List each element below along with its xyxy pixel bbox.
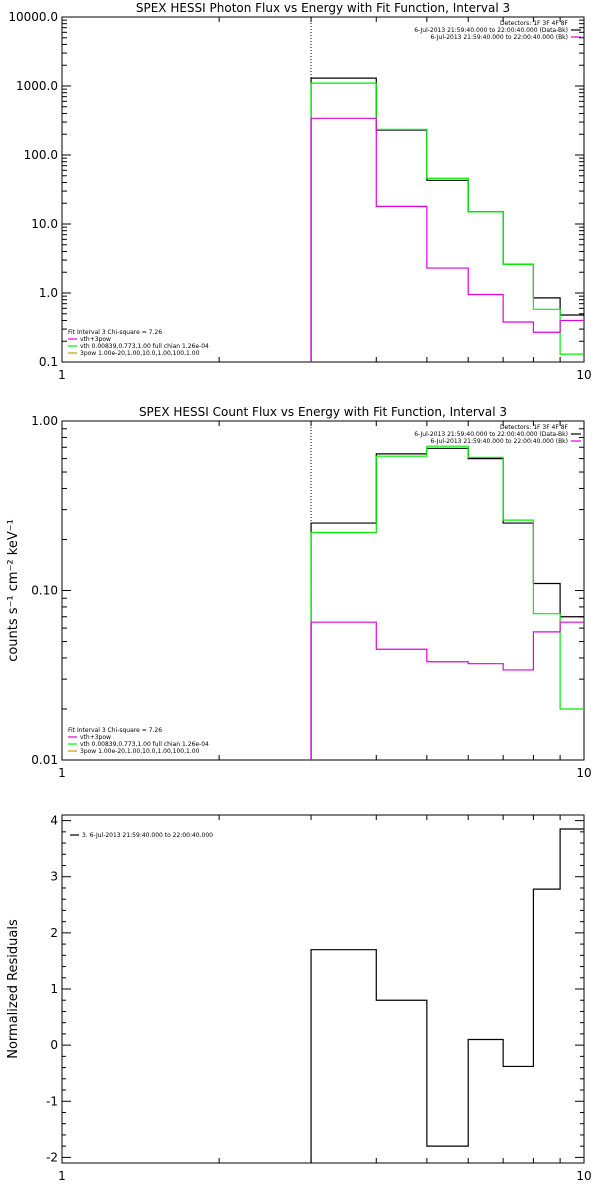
legend-text: Detectors: 1F 3F 4F 8F (500, 20, 569, 27)
series-green-step (310, 82, 584, 362)
y-tick-label: 10000.0 (8, 10, 58, 24)
y-tick-label: 1.00 (31, 414, 58, 428)
y-axis-label: Normalized Residuals (6, 919, 21, 1059)
series-black-step (310, 447, 584, 760)
chart-panel-1: SPEX HESSI Photon Flux vs Energy with Fi… (8, 1, 591, 382)
legend-top-right: Detectors: 1F 3F 4F 8F6-Jul-2013 21:59:4… (414, 424, 581, 445)
y-tick-label: 0.1 (39, 355, 58, 369)
legend-text: 3pow 1.00e-20,1.00,10.0,1.00,100,1.00 (80, 350, 200, 357)
plot-frame (61, 814, 585, 1164)
y-tick-label: 0.01 (31, 753, 58, 767)
legend-text: vth 0.00839,0.773,1.00 full chian 1.26e-… (80, 343, 209, 350)
x-tick-label: 1 (58, 1169, 66, 1183)
y-tick-label: 100.0 (24, 148, 58, 162)
series-magenta-step (310, 117, 584, 362)
series-black-step (310, 77, 584, 362)
x-tick-label: 10 (576, 368, 591, 382)
y-tick-label: 3 (50, 870, 58, 884)
y-tick-label: 0.10 (31, 584, 58, 598)
legend-text: 3. 6-Jul-2013 21:59:40.000 to 22:00:40.0… (82, 832, 213, 839)
y-tick-label: 2 (50, 926, 58, 940)
legend-text: Fit Interval 3 Chi-square = 7.26 (68, 727, 162, 734)
legend-text: 6-Jul-2013 21:59:40.000 to 22:00:40.000 … (414, 27, 568, 34)
chart-panel-3: 1 10 -2 -1 0 1 2 3 4 Normalized Residuals 3. 6-Jul… (6, 814, 592, 1183)
chart-title: SPEX HESSI Count Flux vs Energy with Fit… (139, 405, 507, 419)
y-tick-label: 10.0 (31, 217, 58, 231)
x-tick-label: 10 (576, 1169, 591, 1183)
y-tick-label: -2 (46, 1150, 58, 1164)
y-axis-label: counts s⁻¹ cm⁻² keV⁻¹ (6, 519, 21, 662)
legend-text: vth+3pow (80, 734, 111, 741)
y-tick-label: 4 (50, 814, 58, 828)
legend-bottom-left: Fit Interval 3 Chi-square = 7.26vth+3pow… (68, 727, 209, 755)
legend-text: 6-Jul-2013 21:59:40.000 to 22:00:40.000 … (430, 438, 568, 445)
series-magenta-step (310, 621, 584, 760)
plot-frame (61, 420, 585, 761)
series-green-step (310, 445, 584, 760)
chart-title: SPEX HESSI Photon Flux vs Energy with Fi… (136, 1, 510, 15)
legend-text: 3pow 1.00e-20,1.00,10.0,1.00,100,1.00 (80, 748, 200, 755)
legend-text: vth 0.00839,0.773,1.00 full chian 1.26e-… (80, 741, 209, 748)
y-tick-label: -1 (46, 1094, 58, 1108)
legend-bottom-left: Fit Interval 3 Chi-square = 7.26vth+3pow… (68, 329, 209, 357)
y-tick-label: 1.0 (39, 286, 58, 300)
x-tick-label: 10 (576, 766, 591, 780)
y-tick-label: 1 (50, 982, 58, 996)
legend-text: Fit Interval 3 Chi-square = 7.26 (68, 329, 162, 336)
legend-text: 6-Jul-2013 21:59:40.000 to 22:00:40.000 … (414, 431, 568, 438)
y-tick-label: 0 (50, 1038, 58, 1052)
legend-top-left: 3. 6-Jul-2013 21:59:40.000 to 22:00:40.0… (70, 832, 213, 839)
series-black-step (310, 828, 584, 1163)
legend-text: 6-Jul-2013 21:59:40.000 to 22:00:40.000 … (430, 34, 568, 41)
x-tick-label: 1 (58, 368, 66, 382)
legend-top-right: Detectors: 1F 3F 4F 8F6-Jul-2013 21:59:4… (414, 20, 581, 41)
plot-frame (61, 16, 585, 363)
legend-text: vth+3pow (80, 336, 111, 343)
legend-text: Detectors: 1F 3F 4F 8F (500, 424, 569, 431)
chart-panel-2: SPEX HESSI Count Flux vs Energy with Fit… (6, 405, 592, 780)
y-tick-label: 1000.0 (16, 79, 58, 93)
x-tick-label: 1 (58, 766, 66, 780)
